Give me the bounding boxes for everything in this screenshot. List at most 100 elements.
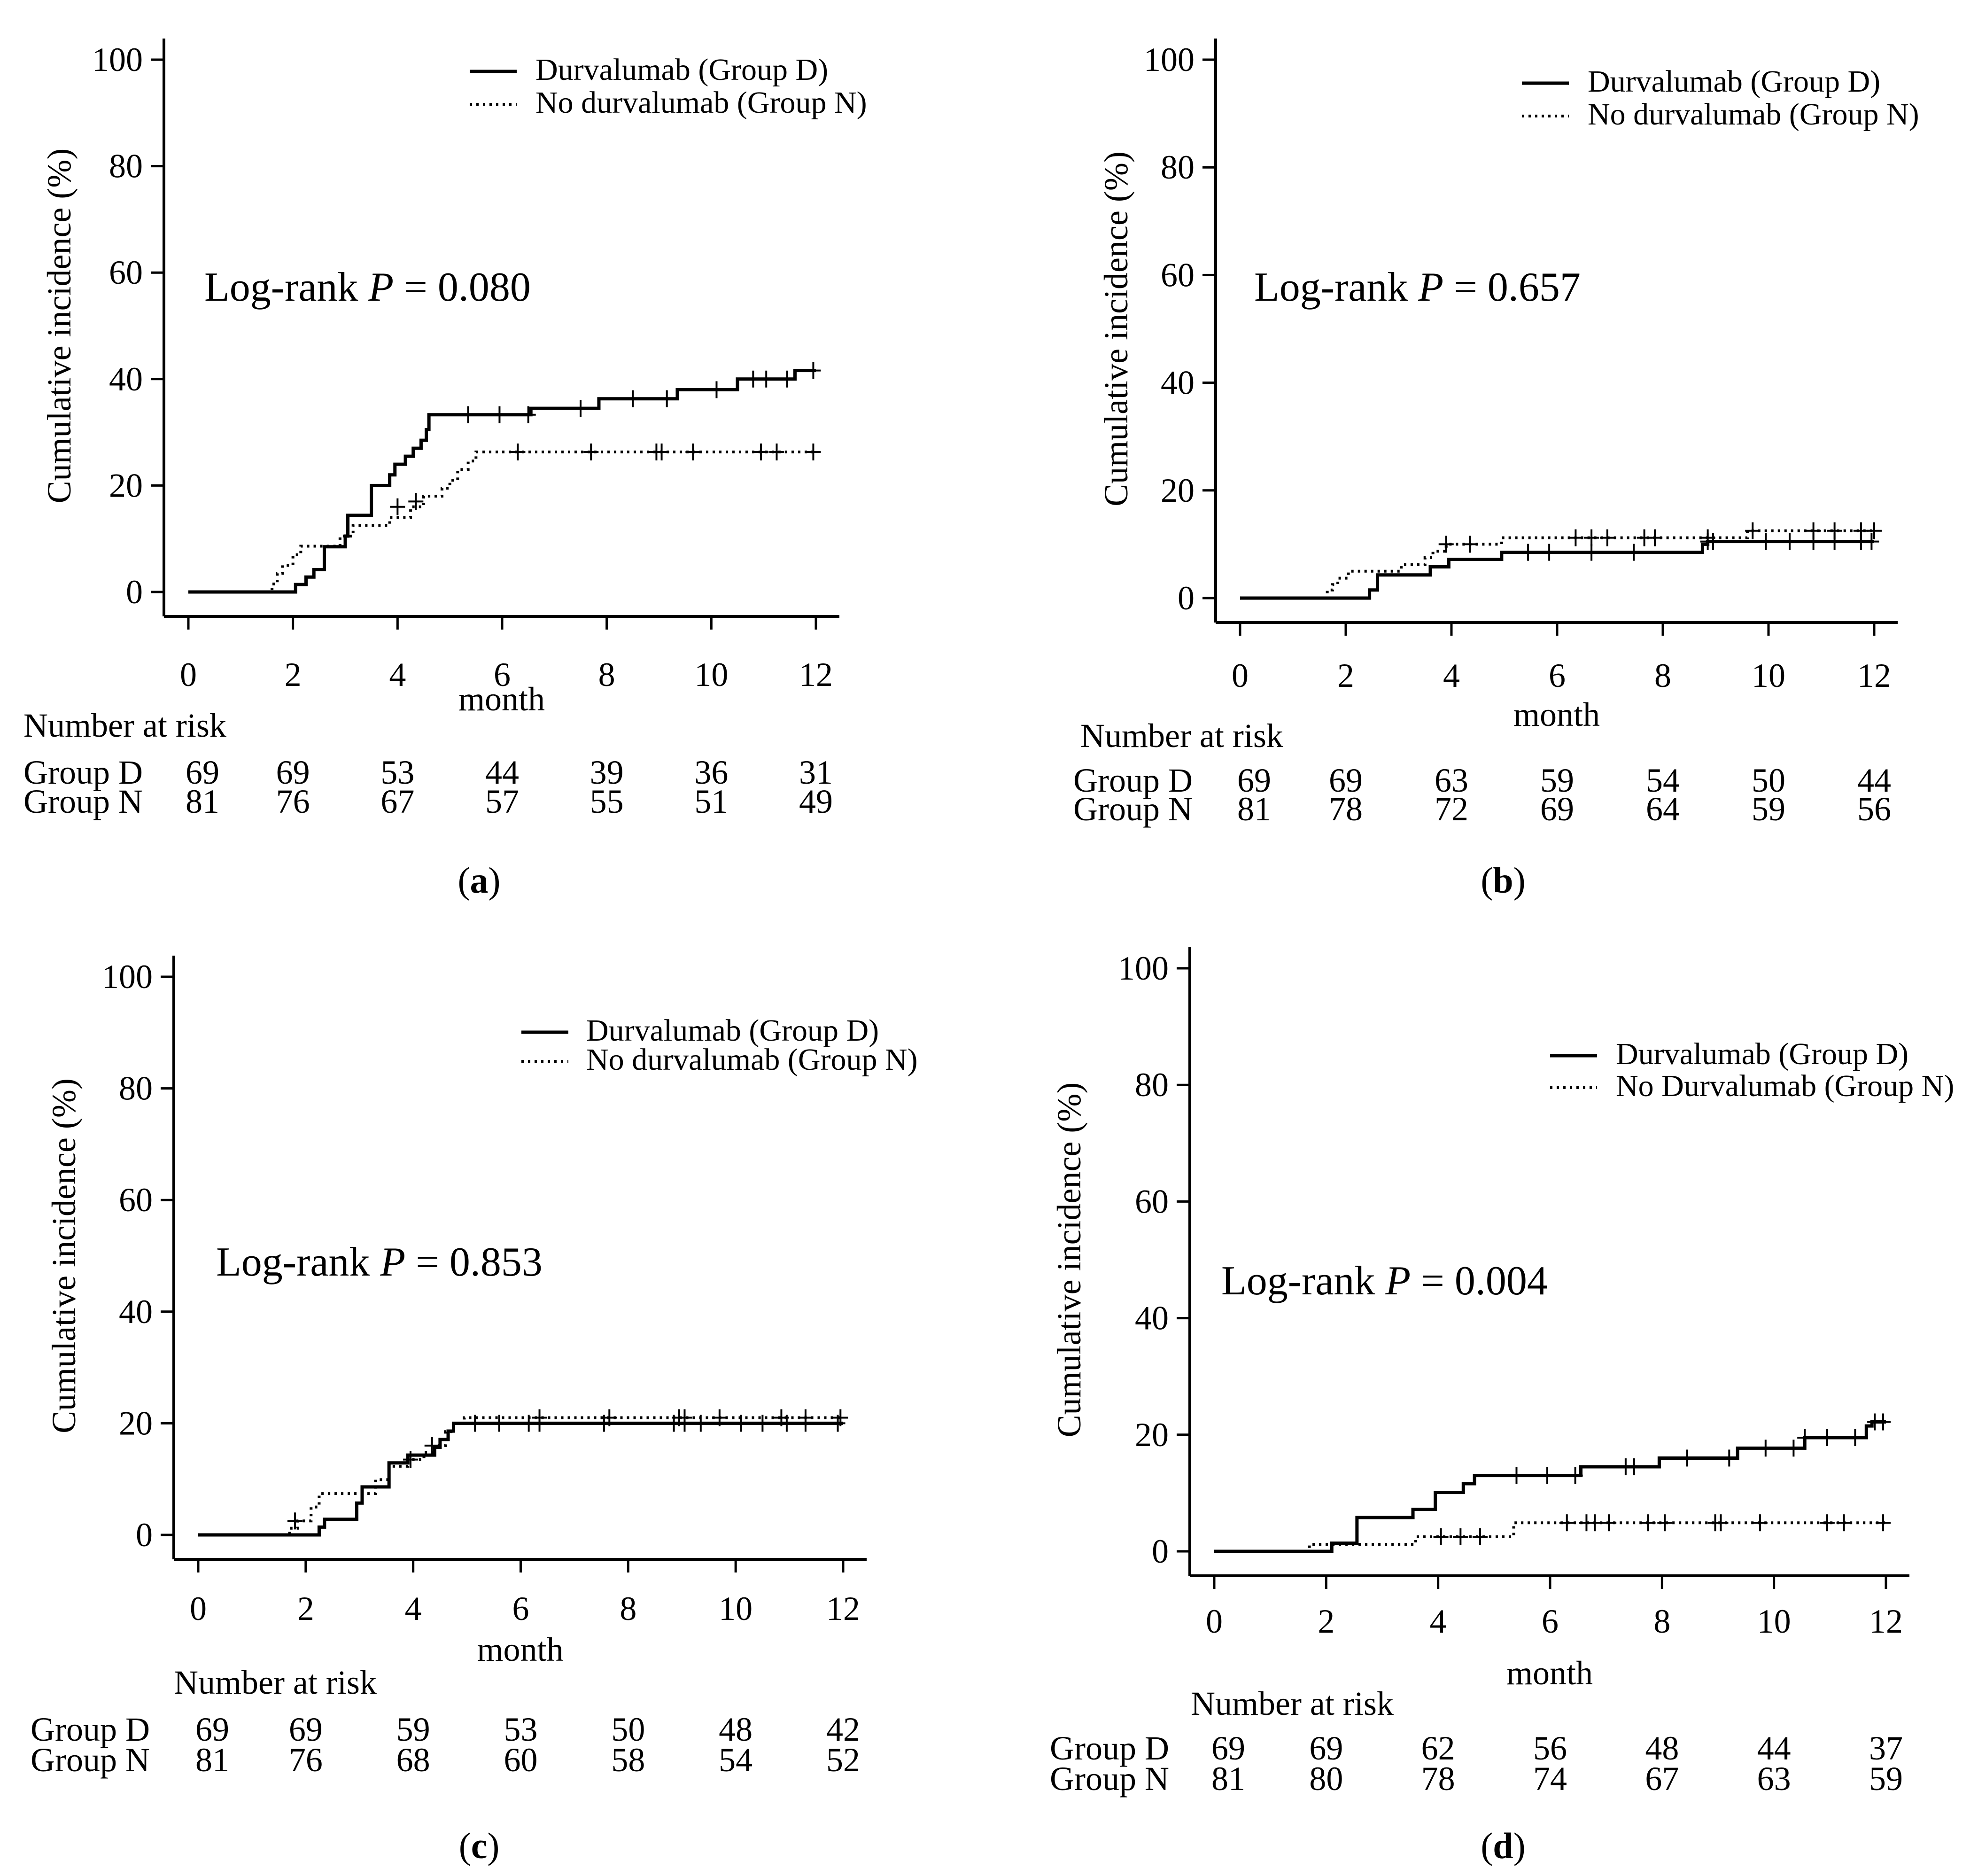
censor-mark-1 [1867, 522, 1882, 539]
censor-mark-1 [833, 1409, 848, 1426]
censor-mark-1 [1647, 529, 1663, 546]
censor-mark-1 [712, 1409, 727, 1426]
y-tick-label: 20 [109, 467, 143, 504]
censor-mark-0 [806, 362, 821, 379]
x-tick-label: 6 [1542, 1603, 1559, 1640]
x-tick-label: 10 [694, 656, 728, 693]
y-tick-label: 20 [1135, 1416, 1169, 1454]
y-tick-label: 80 [1161, 148, 1195, 186]
panel-caption: (d) [1481, 1825, 1525, 1866]
x-tick-label: 2 [297, 1590, 314, 1627]
risk-value: 50 [1752, 762, 1785, 799]
risk-value: 72 [1435, 790, 1468, 828]
risk-value: 58 [611, 1741, 645, 1779]
y-tick-label: 40 [1135, 1300, 1169, 1337]
censor-mark-1 [1599, 529, 1615, 546]
risk-value: 36 [694, 754, 728, 791]
y-tick-label: 40 [1161, 364, 1195, 402]
censor-mark-1 [424, 1437, 440, 1454]
y-tick-label: 100 [1118, 950, 1169, 987]
risk-value: 62 [1421, 1729, 1455, 1767]
risk-value: 78 [1421, 1760, 1455, 1798]
y-tick-label: 20 [119, 1404, 153, 1442]
censor-mark-0 [1540, 1467, 1555, 1484]
legend-label-1: No durvalumab (Group N) [1588, 97, 1919, 132]
censor-mark-1 [1752, 1514, 1768, 1532]
risk-value: 69 [1211, 1729, 1245, 1767]
panel-caption: (b) [1481, 860, 1525, 901]
censor-mark-1 [1876, 1514, 1891, 1532]
risk-value: 69 [186, 754, 219, 791]
logrank-annotation: Log-rank P = 0.080 [204, 265, 531, 310]
risk-value: 68 [396, 1741, 430, 1779]
series-line-1 [1214, 1521, 1886, 1553]
x-tick-label: 4 [1430, 1603, 1447, 1640]
censor-mark-1 [1819, 1514, 1835, 1532]
x-tick-label: 10 [1757, 1603, 1791, 1640]
risk-table-title: Number at risk [23, 707, 226, 744]
x-axis-label: month [458, 680, 545, 718]
logrank-annotation: Log-rank P = 0.853 [216, 1239, 543, 1285]
censor-mark-0 [1782, 533, 1797, 550]
risk-value: 59 [1752, 790, 1785, 828]
risk-value: 44 [485, 754, 519, 791]
risk-value: 48 [1645, 1729, 1679, 1767]
censor-mark-0 [467, 1415, 483, 1432]
censor-mark-1 [1438, 536, 1454, 553]
y-tick-label: 60 [1135, 1183, 1169, 1220]
y-tick-label: 0 [1152, 1533, 1169, 1570]
risk-value: 49 [799, 783, 833, 820]
censor-mark-0 [492, 406, 507, 423]
censor-mark-0 [460, 406, 476, 423]
risk-value: 57 [485, 783, 519, 820]
risk-value: 81 [1211, 1760, 1245, 1798]
logrank-annotation: Log-rank P = 0.004 [1221, 1258, 1548, 1304]
censor-mark-1 [1640, 1514, 1656, 1532]
risk-row-label: Group D [23, 754, 143, 791]
censor-mark-1 [408, 493, 424, 510]
censor-mark-1 [1806, 522, 1821, 539]
risk-value: 44 [1757, 1729, 1791, 1767]
censor-mark-0 [625, 390, 641, 407]
x-tick-label: 0 [190, 1590, 207, 1627]
x-tick-label: 0 [1206, 1603, 1223, 1640]
x-tick-label: 12 [1857, 657, 1891, 694]
risk-value: 69 [1540, 790, 1574, 828]
y-tick-label: 60 [1161, 256, 1195, 294]
x-tick-label: 6 [512, 1590, 529, 1627]
censor-mark-0 [1520, 544, 1536, 561]
censor-mark-0 [1797, 1429, 1813, 1447]
y-tick-label: 100 [102, 958, 153, 996]
risk-value: 31 [799, 754, 833, 791]
y-axis-label: Cumulative incidence (%) [1097, 151, 1135, 506]
risk-value: 42 [826, 1711, 860, 1748]
risk-value: 53 [504, 1711, 538, 1748]
risk-value: 51 [694, 783, 728, 820]
censor-mark-1 [685, 444, 701, 461]
legend-label-0: Durvalumab (Group D) [535, 53, 828, 87]
risk-value: 48 [719, 1711, 752, 1748]
censor-mark-1 [1700, 529, 1715, 546]
risk-value: 81 [186, 783, 219, 820]
censor-mark-1 [1745, 522, 1761, 539]
censor-mark-1 [1473, 1528, 1488, 1545]
risk-value: 69 [289, 1711, 323, 1748]
x-tick-label: 8 [598, 656, 615, 693]
y-tick-label: 0 [126, 573, 143, 611]
series-line-1 [188, 451, 816, 593]
censor-mark-0 [1819, 1429, 1835, 1447]
y-axis-label: Cumulative incidence (%) [45, 1078, 83, 1433]
risk-value: 76 [289, 1741, 323, 1779]
y-tick-label: 0 [1178, 579, 1195, 617]
risk-row-label: Group N [1050, 1760, 1169, 1798]
y-tick-label: 60 [109, 254, 143, 291]
censor-mark-1 [1433, 1528, 1449, 1545]
censor-mark-0 [1626, 1458, 1642, 1476]
legend-label-0: Durvalumab (Group D) [1588, 64, 1880, 99]
censor-mark-1 [677, 1409, 692, 1426]
legend-label-1: No Durvalumab (Group N) [1616, 1069, 1954, 1103]
censor-mark-0 [759, 370, 774, 388]
risk-value: 69 [1309, 1729, 1343, 1767]
risk-value: 59 [1540, 762, 1574, 799]
x-tick-label: 8 [1654, 657, 1671, 694]
